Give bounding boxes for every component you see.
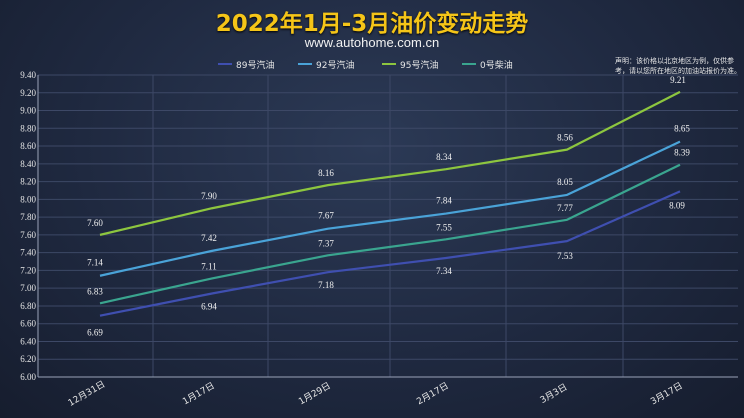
x-tick-label: 3月3日 [538,382,569,406]
legend-label: 89号汽油 [236,59,274,71]
data-label: 8.34 [436,152,452,162]
data-label: 7.53 [557,251,573,261]
data-label: 7.42 [201,233,217,243]
x-tick-label: 12月31日 [66,379,107,409]
legend-label: 0号柴油 [480,59,513,71]
disclaimer-note: 声明：该价格以北京地区为例，仅供参考，请以您所在地区的加油站报价为准。 [615,57,741,75]
legend-label: 92号汽油 [316,59,354,71]
x-tick-label: 3月17日 [649,380,685,407]
data-label: 7.77 [557,203,573,213]
data-label: 7.14 [87,258,103,268]
y-tick-label: 8.40 [20,159,36,169]
series-line [99,90,681,236]
y-tick-label: 6.80 [20,301,36,311]
data-label: 7.55 [436,222,452,232]
data-label: 7.18 [318,280,334,290]
data-label: 8.05 [557,177,573,187]
data-label: 9.21 [670,75,686,85]
y-tick-label: 7.40 [20,248,36,258]
y-tick-label: 7.60 [20,230,36,240]
data-label: 8.65 [674,124,690,134]
x-tick-label: 1月29日 [297,380,333,407]
y-tick-label: 6.20 [20,354,36,364]
data-label: 7.11 [201,261,216,271]
y-tick-label: 8.60 [20,141,36,151]
y-tick-label: 9.20 [20,88,36,98]
data-label: 6.94 [201,302,217,312]
series-line [99,190,681,317]
y-tick-label: 7.00 [20,283,36,293]
chart-title: 2022年1月-3月油价变动走势 [215,11,529,37]
series-line [99,140,681,277]
legend-label: 95号汽油 [400,59,438,71]
y-tick-label: 9.00 [20,106,36,116]
y-tick-label: 8.80 [20,123,36,133]
data-label: 7.60 [87,218,103,228]
data-label: 7.34 [436,266,452,276]
data-label: 8.09 [669,200,685,210]
data-label: 8.56 [557,133,573,143]
data-label: 7.90 [201,191,217,201]
data-label: 7.67 [318,211,334,221]
series-line [99,163,681,305]
x-tick-label: 2月17日 [415,380,451,407]
data-label: 8.16 [318,168,334,178]
data-label: 6.83 [87,286,103,296]
data-label: 6.69 [87,328,103,338]
x-tick-label: 1月17日 [181,380,217,407]
y-tick-label: 8.00 [20,194,36,204]
y-tick-label: 6.60 [20,319,36,329]
y-tick-label: 9.40 [20,70,36,80]
chart-subtitle: www.autohome.com.cn [304,35,440,50]
data-label: 8.39 [674,148,690,158]
y-tick-label: 7.80 [20,212,36,222]
y-tick-label: 8.20 [20,177,36,187]
y-tick-label: 6.00 [20,372,36,382]
y-tick-label: 7.20 [20,265,36,275]
data-label: 7.84 [436,196,452,206]
y-tick-label: 6.40 [20,336,36,346]
data-label: 7.37 [318,238,334,248]
